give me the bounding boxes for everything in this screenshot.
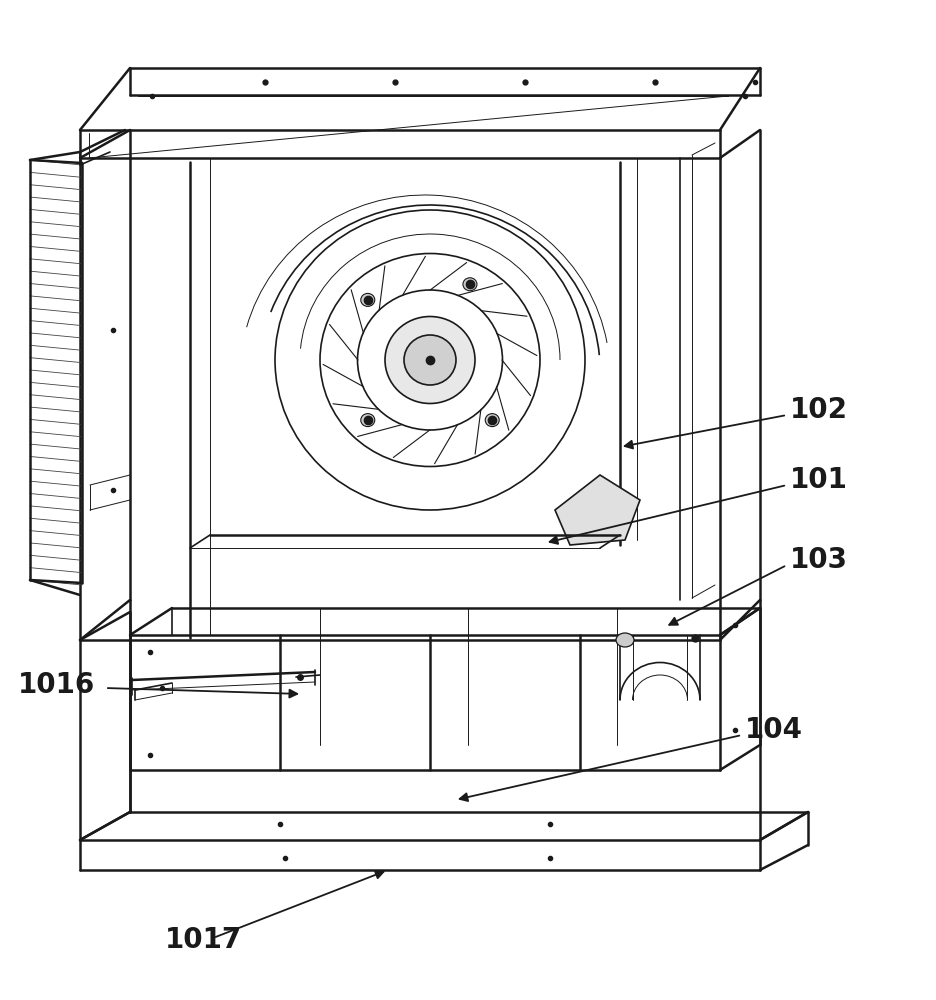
Text: 104: 104 xyxy=(744,716,802,744)
Text: 101: 101 xyxy=(789,466,847,494)
Text: 1016: 1016 xyxy=(18,671,95,699)
Ellipse shape xyxy=(485,414,499,427)
Ellipse shape xyxy=(360,293,374,306)
Ellipse shape xyxy=(360,414,374,427)
Ellipse shape xyxy=(385,316,475,403)
Ellipse shape xyxy=(403,335,456,385)
Ellipse shape xyxy=(615,633,634,647)
Text: 103: 103 xyxy=(789,546,847,574)
Ellipse shape xyxy=(462,278,476,291)
Text: 1017: 1017 xyxy=(165,926,242,954)
Polygon shape xyxy=(554,475,639,545)
Text: 102: 102 xyxy=(789,396,847,424)
